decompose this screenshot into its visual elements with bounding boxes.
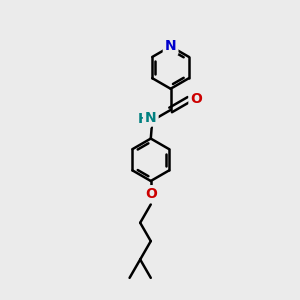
Text: O: O [190,92,202,106]
Text: N: N [145,111,157,124]
Text: H: H [138,112,149,126]
Text: N: N [165,39,176,53]
Text: O: O [145,187,157,201]
